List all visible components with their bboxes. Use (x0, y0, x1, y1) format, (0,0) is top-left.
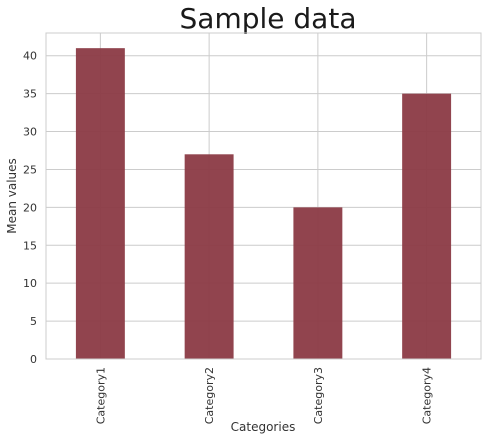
y-tick-labels: 0 5 10 15 20 25 30 35 40 (23, 50, 37, 366)
y-tick-label: 5 (30, 315, 37, 328)
y-tick-label: 35 (23, 88, 37, 101)
y-tick-label: 15 (23, 239, 37, 252)
plot-frame (45, 32, 482, 360)
y-tick-label: 10 (23, 277, 37, 290)
x-tick-labels: Category1 Category2 Category3 Category4 (94, 367, 433, 424)
x-tick-label: Category4 (421, 367, 434, 424)
bar-category4 (402, 93, 452, 360)
y-tick-label: 40 (23, 50, 37, 63)
y-tick-label: 30 (23, 126, 37, 139)
y-tick-label: 25 (23, 163, 37, 176)
x-axis-label: Categories (231, 420, 296, 434)
x-tick-label: Category2 (203, 367, 216, 424)
y-tick-label: 20 (23, 201, 37, 214)
bar-category2 (184, 154, 234, 359)
y-tick-label: 0 (30, 353, 37, 366)
bar-layer (75, 48, 452, 360)
x-tick-label: Category3 (312, 367, 325, 424)
y-axis-label: Mean values (5, 158, 19, 234)
bar-category3 (293, 207, 343, 359)
bar-category1 (75, 48, 125, 360)
chart-title: Sample data (180, 2, 357, 35)
x-tick-label: Category1 (94, 367, 107, 424)
